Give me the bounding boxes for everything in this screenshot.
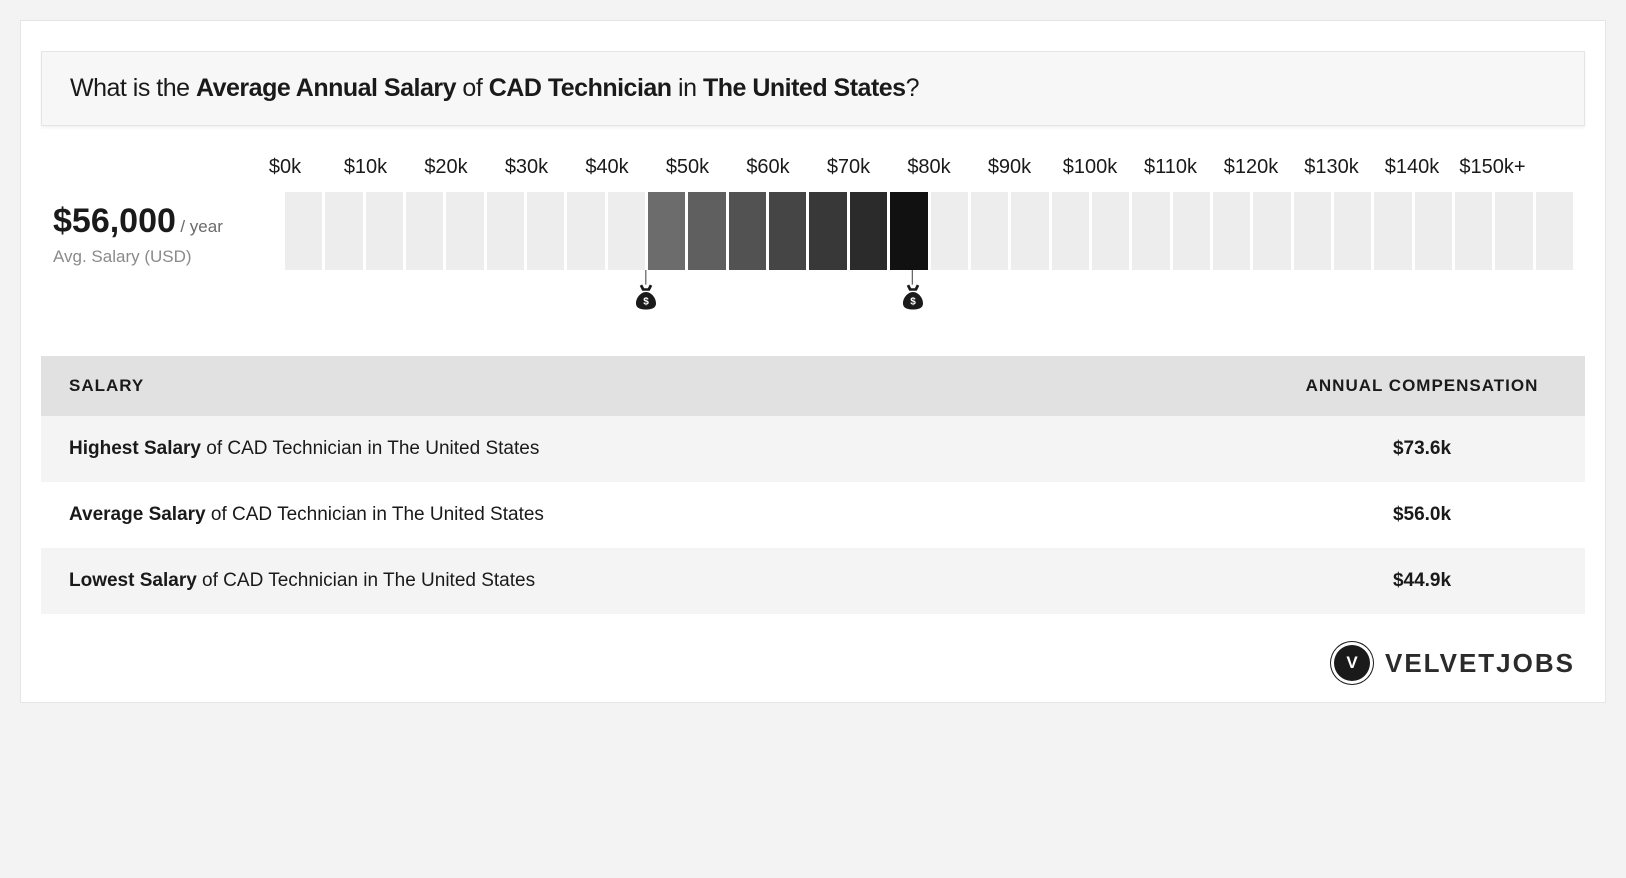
scale-bar-segment [366,192,403,270]
table-row-label-bold: Average Salary [69,504,206,525]
brand-name: VELVETJOBS [1385,648,1575,679]
scale-bar-segment [406,192,443,270]
table-row-label-rest: of CAD Technician in The United States [197,570,535,591]
tick-label: $90k [988,156,1031,179]
scale-bar-segment [1536,192,1573,270]
title-bold-3: The United States [703,74,906,102]
range-marker: │$ [631,272,661,312]
table-row: Lowest Salary of CAD Technician in The U… [41,548,1585,614]
table-row-value: $44.9k [1287,570,1557,592]
title-suffix: ? [906,74,919,102]
table-row-label-rest: of CAD Technician in The United States [206,504,544,525]
tick-label: $120k [1224,156,1279,179]
tick-label: $10k [344,156,387,179]
scale-bar-segment [890,192,927,270]
tick-label: $30k [505,156,548,179]
table-header-value: ANNUAL COMPENSATION [1287,376,1557,396]
scale-bar-segment [1294,192,1331,270]
scale-bar-segment [809,192,846,270]
scale-bar-segment [688,192,725,270]
scale-bar-segment [1052,192,1089,270]
avg-sublabel: Avg. Salary (USD) [53,247,263,267]
table-row-label-rest: of CAD Technician in The United States [201,438,539,459]
tick-label: $150k+ [1459,156,1525,179]
chart-area: $56,000 / year Avg. Salary (USD) $0k $10k… [41,126,1585,326]
tick-label: $20k [424,156,467,179]
scale-bar-segment [850,192,887,270]
table-row: Average Salary of CAD Technician in The … [41,482,1585,548]
svg-text:$: $ [910,297,916,308]
bars-row [285,192,1573,270]
tick-label: $50k [666,156,709,179]
svg-text:$: $ [644,297,650,308]
scale-bar-segment [648,192,685,270]
title-bold-2: CAD Technician [489,74,672,102]
title-mid-1: of [456,74,489,102]
table-header-label: SALARY [69,376,1287,396]
money-bag-icon: $ [631,282,661,312]
tick-label: $60k [746,156,789,179]
salary-summary: $56,000 / year Avg. Salary (USD) [53,156,263,267]
marker-stem: │ [643,272,651,282]
scale-bar-segment [769,192,806,270]
tick-label: $140k [1385,156,1440,179]
table-row: Highest Salary of CAD Technician in The … [41,416,1585,482]
tick-label: $80k [907,156,950,179]
table-row-label-bold: Highest Salary [69,438,201,459]
money-bag-icon: $ [898,282,928,312]
table-row-value: $56.0k [1287,504,1557,526]
range-marker: │$ [898,272,928,312]
brand-footer: V VELVETJOBS [41,642,1585,684]
table-row-value: $73.6k [1287,438,1557,460]
table-row-label-bold: Lowest Salary [69,570,197,591]
scale-bar-segment [1374,192,1411,270]
title-bold-1: Average Annual Salary [196,74,456,102]
brand-logo-letter: V [1346,653,1357,673]
table-row-label: Average Salary of CAD Technician in The … [69,504,1287,526]
scale-bar-segment [1213,192,1250,270]
ticks-row: $0k$10k$20k$30k$40k$50k$60k$70k$80k$90k$… [285,156,1573,184]
scale-bar-segment [1334,192,1371,270]
tick-label: $70k [827,156,870,179]
scale-bar-segment [487,192,524,270]
title-bar: What is the Average Annual Salary of CAD… [41,51,1585,126]
tick: $150k+ [1493,156,1574,184]
salary-card: What is the Average Annual Salary of CAD… [20,20,1606,703]
scale-bar-segment [1495,192,1532,270]
scale-bar-segment [1253,192,1290,270]
title-prefix: What is the [70,74,196,102]
table-row-label: Highest Salary of CAD Technician in The … [69,438,1287,460]
tick-label: $130k [1304,156,1359,179]
brand-logo-icon: V [1331,642,1373,684]
marker-stem: │ [909,272,917,282]
table-row-label: Lowest Salary of CAD Technician in The U… [69,570,1287,592]
table-header: SALARY ANNUAL COMPENSATION [41,356,1585,416]
scale-bar-segment [931,192,968,270]
scale-bar-segment [325,192,362,270]
table-body: Highest Salary of CAD Technician in The … [41,416,1585,614]
scale-bar-segment [285,192,322,270]
scale-bar-segment [1173,192,1210,270]
avg-unit: / year [180,217,223,236]
scale-bar-segment [1092,192,1129,270]
tick-label: $110k [1144,156,1197,179]
title-mid-2: in [672,74,703,102]
salary-table: SALARY ANNUAL COMPENSATION Highest Salar… [41,356,1585,614]
tick-label: $40k [585,156,628,179]
tick-label: $0k [269,156,301,179]
scale-bar-segment [729,192,766,270]
scale-bar-segment [1415,192,1452,270]
markers-row: │$│$ [285,270,1573,326]
tick-label: $100k [1063,156,1118,179]
scale-bar-segment [608,192,645,270]
scale-bar-segment [527,192,564,270]
scale-bar-segment [446,192,483,270]
scale-bar-segment [1011,192,1048,270]
avg-amount: $56,000 [53,202,176,240]
scale-bar-segment [567,192,604,270]
salary-scale: $0k$10k$20k$30k$40k$50k$60k$70k$80k$90k$… [285,156,1573,326]
scale-bar-segment [1455,192,1492,270]
scale-bar-segment [971,192,1008,270]
scale-bar-segment [1132,192,1169,270]
